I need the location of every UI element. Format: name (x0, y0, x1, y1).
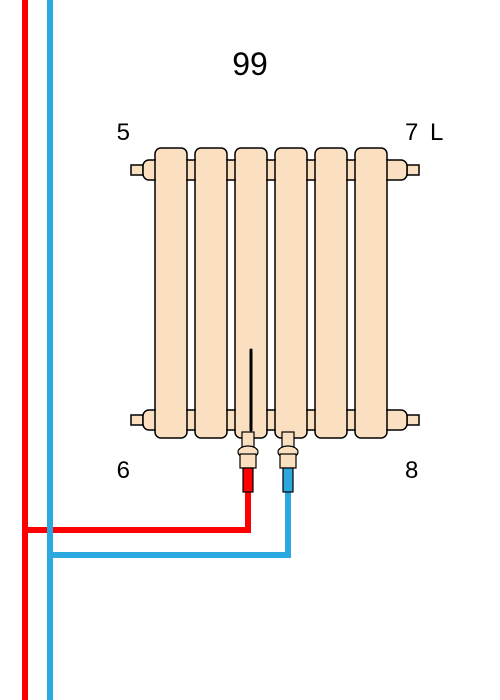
port-label-7: 7 (405, 119, 418, 146)
radiator-column (155, 148, 187, 438)
port-label-5: 5 (117, 119, 130, 146)
valve-cold-hex (280, 454, 296, 468)
radiator-column (355, 148, 387, 438)
port-label-8: 8 (405, 457, 418, 484)
radiator-plug (407, 415, 419, 425)
diagram-number: 99 (232, 46, 268, 82)
radiator-column-face (196, 409, 227, 431)
radiator-column-face (316, 409, 347, 431)
side-label-L: L (430, 119, 443, 146)
radiator-column-face (196, 159, 227, 181)
radiator-column-face (276, 159, 307, 181)
radiator-column-face (156, 409, 187, 431)
port-label-6: 6 (117, 457, 130, 484)
radiator-plug (407, 165, 419, 175)
radiator (131, 148, 419, 438)
valve-cold-nipple (283, 468, 293, 492)
radiator-plug (131, 165, 143, 175)
radiator-column-face (356, 159, 387, 181)
radiator-column-face (316, 159, 347, 181)
radiator-column-face (276, 409, 307, 431)
radiator-column-face (356, 409, 387, 431)
radiator-column (195, 148, 227, 438)
radiator-column (315, 148, 347, 438)
radiator-plug (131, 415, 143, 425)
radiator-column-face (156, 159, 187, 181)
radiator-column-face (236, 159, 267, 181)
valve-hot-nipple (243, 468, 253, 492)
radiator-column (275, 148, 307, 438)
valve-hot-hex (240, 454, 256, 468)
